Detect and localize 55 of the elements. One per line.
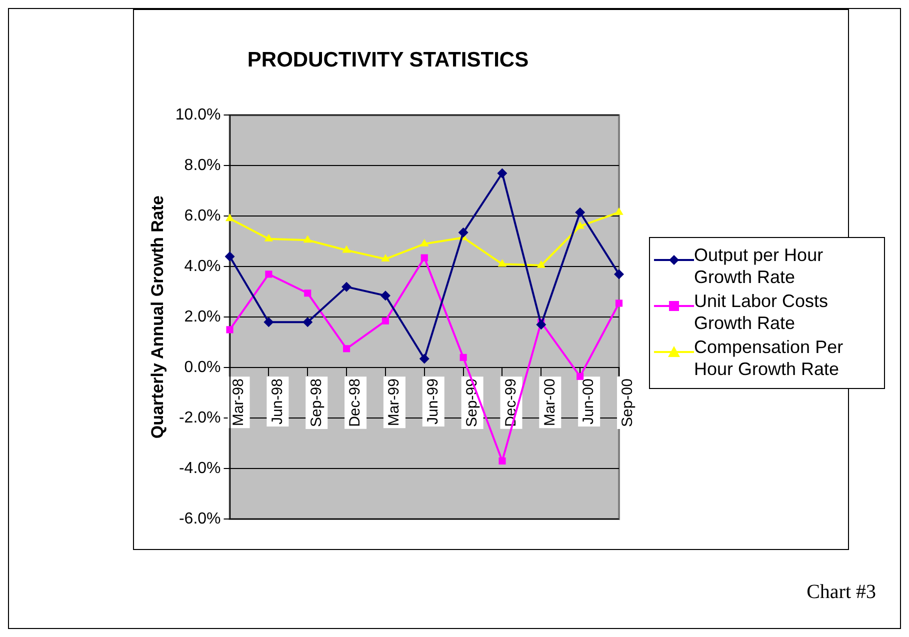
point: [342, 282, 352, 292]
point: [576, 221, 584, 229]
point: [536, 320, 546, 330]
point: [576, 372, 584, 380]
point: [497, 168, 508, 178]
point: [264, 317, 274, 328]
y-tick-label: 2.0%: [184, 308, 221, 326]
point: [460, 354, 467, 362]
point: [381, 254, 390, 262]
x-tick-label: Jun-00: [580, 378, 598, 424]
chart-title: PRODUCTIVITY STATISTICS: [247, 48, 529, 72]
y-tick-label: 10.0%: [175, 106, 221, 124]
legend-label: Output per Hour Growth Rate: [694, 244, 824, 288]
point: [614, 207, 624, 215]
point: [343, 345, 350, 352]
point: [498, 457, 506, 464]
point: [224, 252, 235, 262]
point: [342, 245, 351, 253]
x-tick-label: Mar-99: [386, 378, 403, 426]
y-tick-label: 0.0%: [184, 358, 221, 376]
x-tick-label: Mar-00: [541, 378, 558, 426]
x-tick-label: Dec-99: [502, 378, 520, 427]
text: Chart #3: [806, 581, 876, 604]
point: [419, 354, 430, 364]
point: [536, 260, 546, 268]
x-tick-label: Sep-98: [308, 378, 325, 427]
y-tick-label: -6.0%: [178, 510, 221, 528]
x-tick-label: Sep-00: [619, 378, 636, 427]
point: [303, 235, 312, 243]
legend-label: Compensation Per Hour Growth Rate: [694, 336, 844, 380]
point: [302, 317, 313, 328]
point: [458, 228, 468, 238]
y-tick-label: 6.0%: [184, 208, 221, 225]
point: [614, 269, 624, 280]
point: [420, 238, 429, 246]
x-tick-label: Mar-98: [230, 378, 247, 426]
point: [382, 317, 389, 324]
point: [498, 259, 507, 267]
point: [264, 234, 274, 242]
y-tick-label: 4.0%: [184, 258, 221, 276]
point: [265, 270, 272, 278]
point: [615, 300, 623, 307]
y-axis-title: Quarterly Annual Growth Rate: [148, 196, 167, 439]
point: [420, 254, 428, 262]
legend-label: Unit Labor Costs Growth Rate: [694, 290, 830, 334]
point: [380, 290, 390, 301]
x-tick-label: Dec-98: [346, 378, 364, 427]
point: [304, 290, 312, 297]
y-tick-label: 8.0%: [184, 157, 221, 174]
x-tick-label: Jun-98: [268, 378, 286, 424]
point: [226, 326, 234, 334]
y-tick-label: -4.0%: [178, 460, 221, 477]
point: [575, 207, 586, 218]
x-tick-label: Jun-99: [424, 378, 442, 424]
y-tick-label: -2.0%: [178, 409, 221, 426]
